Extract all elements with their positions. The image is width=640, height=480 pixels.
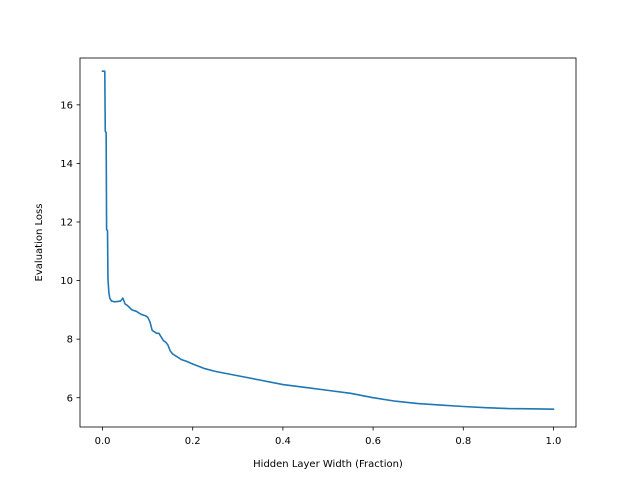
x-tick-label: 0.8 [455, 436, 471, 447]
axes-frame [79, 57, 577, 428]
x-tick-label: 0.6 [365, 436, 381, 447]
y-tick-label: 12 [60, 218, 73, 229]
y-axis-label: Evaluation Loss [34, 204, 45, 282]
x-tick-label: 0.0 [95, 436, 111, 447]
y-tick-label: 10 [60, 276, 73, 287]
y-tick-label: 16 [60, 100, 73, 111]
x-tick-label: 0.4 [275, 436, 291, 447]
y-tick-label: 8 [67, 335, 73, 346]
plot-area [101, 70, 555, 410]
x-axis-label: Hidden Layer Width (Fraction) [253, 459, 403, 470]
x-tick-label: 0.2 [185, 436, 201, 447]
tick-group: 0.0 0.2 0.4 0.6 0.8 1.0 6 8 10 12 14 16 [60, 100, 561, 447]
x-tick-label: 1.0 [546, 436, 562, 447]
series-line-0 [101, 70, 555, 410]
y-tick-label: 14 [60, 159, 73, 170]
y-tick-label: 6 [67, 393, 73, 404]
